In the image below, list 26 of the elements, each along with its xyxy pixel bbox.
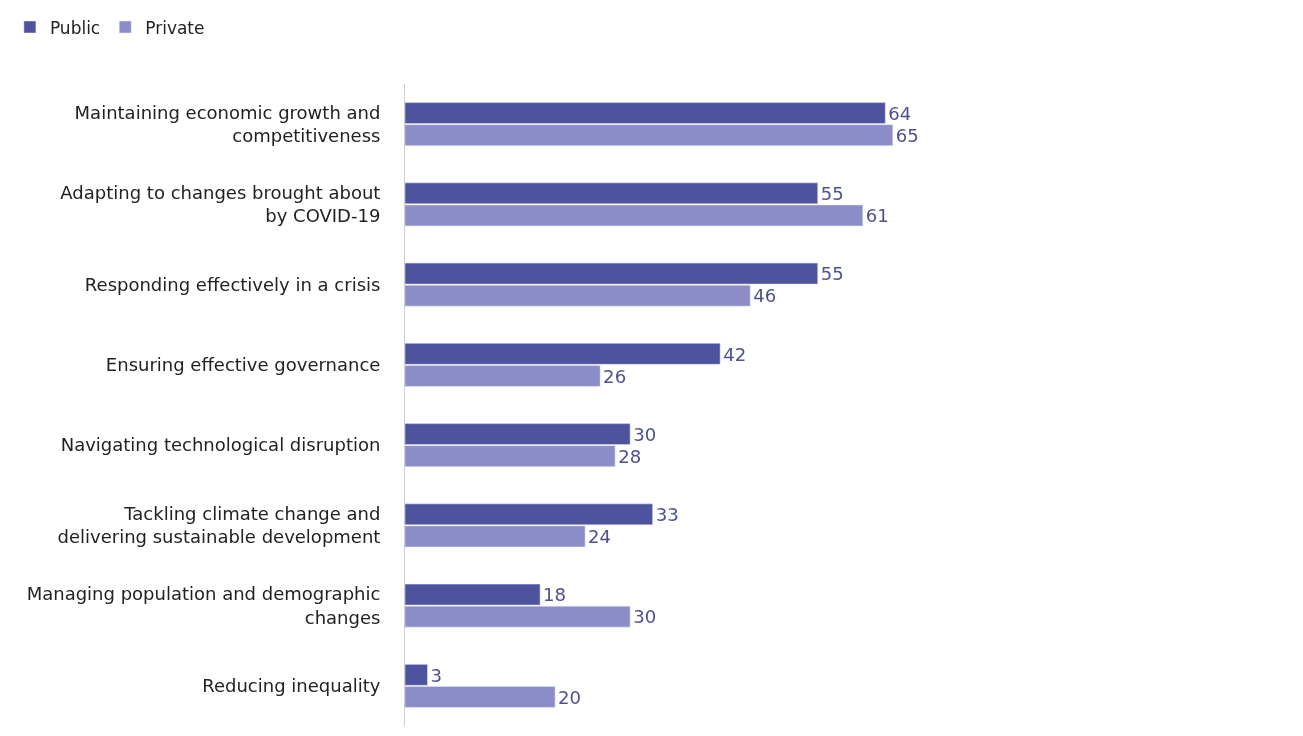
- data-label: 65: [895, 124, 919, 146]
- y-tick-label: Responding effectively in a crisis: [84, 273, 381, 295]
- data-label: 64: [888, 102, 912, 124]
- data-label: 30: [633, 606, 657, 628]
- data-label: 26: [603, 365, 627, 387]
- data-label: 28: [618, 445, 642, 467]
- data-label: 33: [655, 504, 679, 526]
- y-tick-label: Navigating technological disruption: [60, 434, 381, 456]
- data-label: 42: [723, 343, 747, 365]
- legend-label: Private: [145, 17, 205, 38]
- y-tick-label: Managing population and demographic changes: [26, 583, 381, 628]
- y-tick-label: Maintaining economic growth and competitiveness: [74, 101, 381, 147]
- data-label: 18: [543, 584, 567, 606]
- y-tick-label: Reducing inequality: [202, 675, 381, 697]
- data-label: 3: [430, 664, 443, 686]
- data-label: 61: [865, 205, 889, 227]
- data-label: 30: [633, 423, 657, 445]
- y-tick-label: Adapting to changes brought about by COVID-19: [60, 181, 381, 227]
- data-label: 24: [588, 526, 612, 548]
- data-label: 55: [820, 263, 844, 285]
- y-tick-label: Ensuring effective governance: [105, 354, 381, 376]
- data-label: 20: [558, 686, 582, 708]
- data-label: 55: [820, 183, 844, 205]
- data-label: 46: [753, 285, 777, 307]
- y-tick-label: Tackling climate change and delivering sustainable development: [57, 502, 381, 548]
- legend-label: Public: [49, 17, 101, 38]
